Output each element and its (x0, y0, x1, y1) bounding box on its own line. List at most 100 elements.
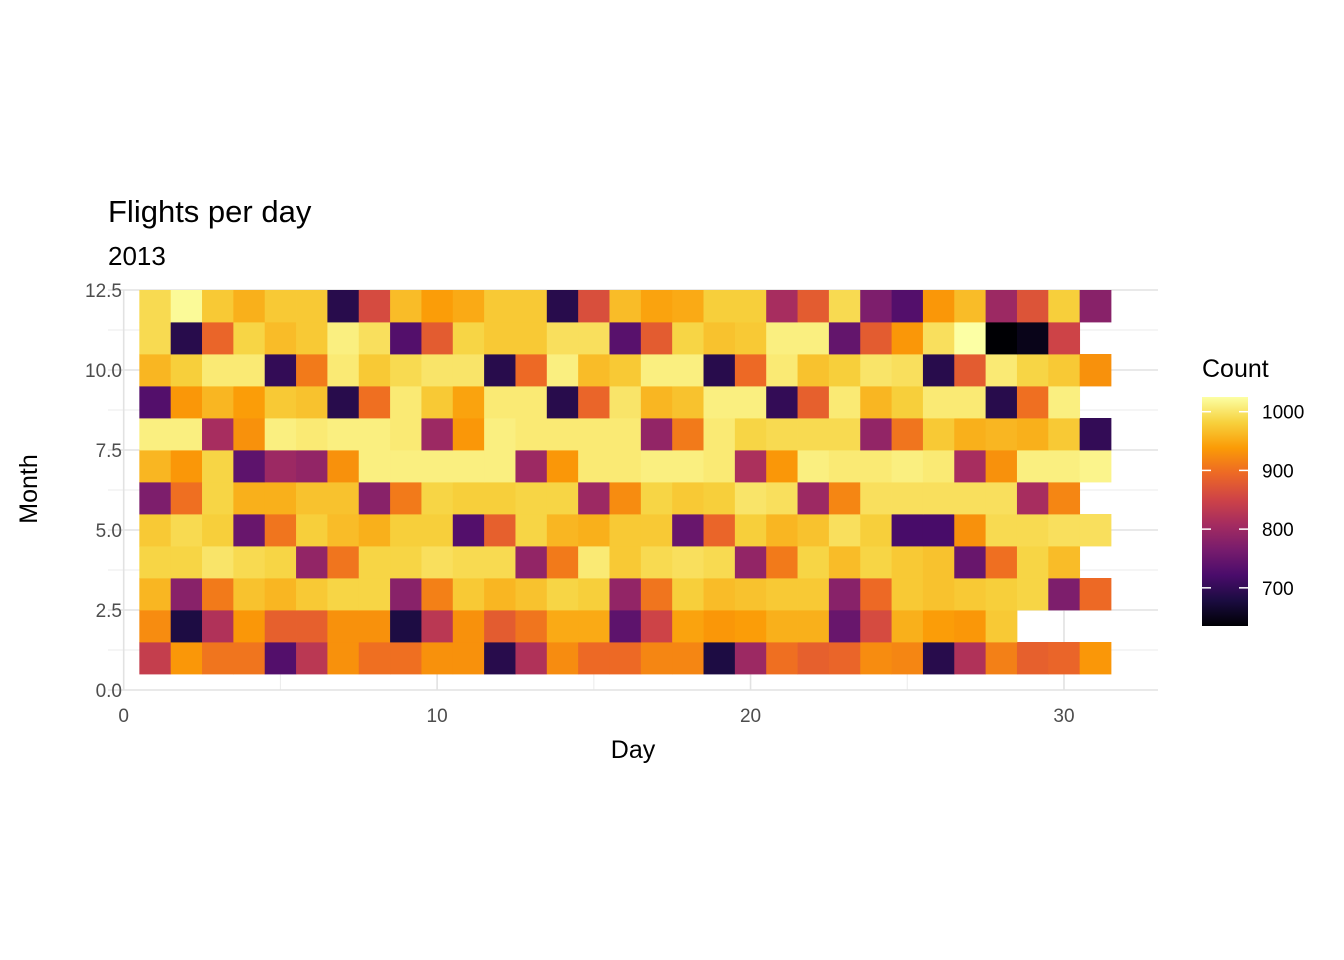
heatmap-cell (609, 482, 642, 515)
heatmap-cell (390, 642, 422, 675)
heatmap-cell (421, 386, 454, 419)
heatmap-cell (672, 514, 704, 547)
heatmap-cell (1016, 514, 1049, 547)
heatmap-cell (860, 290, 892, 323)
heatmap-cell (828, 514, 861, 547)
heatmap-cell (139, 546, 172, 579)
heatmap-cell (358, 546, 391, 579)
heatmap-cell (1079, 354, 1112, 387)
x-axis-ticks: 0 10 20 30 (118, 706, 1074, 727)
heatmap-cell (922, 482, 955, 515)
heatmap-cell (922, 418, 955, 451)
heatmap-cell (484, 642, 516, 675)
heatmap-cell (1048, 418, 1081, 451)
heatmap-cell (578, 450, 610, 483)
heatmap-cell (484, 610, 516, 643)
legend-title: Count (1202, 355, 1269, 383)
x-tick-label: 20 (740, 706, 761, 727)
heatmap-cell (797, 386, 830, 419)
heatmap-cell (296, 290, 328, 323)
heatmap-cell (170, 290, 203, 323)
heatmap-cell (734, 418, 767, 451)
heatmap-cell (797, 546, 830, 579)
heatmap-cell (139, 514, 172, 547)
y-tick-label: 5.0 (96, 521, 122, 542)
heatmap-cell (139, 610, 172, 643)
chart-title: Flights per day (108, 194, 312, 229)
heatmap-cell (640, 322, 673, 355)
heatmap-cell (703, 578, 736, 611)
heatmap-cell (421, 546, 454, 579)
heatmap-cell (264, 578, 297, 611)
heatmap-cell (264, 354, 297, 387)
heatmap-cell (922, 386, 955, 419)
heatmap-cell (484, 418, 516, 451)
heatmap-cell (766, 482, 798, 515)
heatmap-cell (954, 450, 987, 483)
heatmap-cell (515, 642, 548, 675)
heatmap-cell (1016, 482, 1049, 515)
heatmap-cell (609, 322, 642, 355)
heatmap-cell (390, 546, 422, 579)
heatmap-cell (828, 386, 861, 419)
heatmap-cell (578, 386, 610, 419)
heatmap-cell (421, 290, 454, 323)
heatmap-cell (797, 290, 830, 323)
heatmap-cell (139, 450, 172, 483)
heatmap-cell (734, 386, 767, 419)
heatmap-cell (327, 642, 360, 675)
heatmap-cell (233, 386, 266, 419)
heatmap-cell (202, 578, 234, 611)
heatmap-cell (703, 418, 736, 451)
heatmap-cell (1048, 290, 1081, 323)
heatmap-cell (421, 482, 454, 515)
y-tick-label: 0.0 (96, 681, 122, 702)
heatmap-cell (139, 322, 172, 355)
heatmap-cell (546, 642, 579, 675)
heatmap-cell (484, 354, 516, 387)
heatmap-cell (1079, 514, 1112, 547)
heatmap-cell (734, 354, 767, 387)
heatmap-cell (954, 386, 987, 419)
heatmap-cell (672, 546, 704, 579)
heatmap-cell (421, 354, 454, 387)
heatmap-cell (797, 418, 830, 451)
heatmap-cell (515, 482, 548, 515)
heatmap-cell (484, 450, 516, 483)
legend-tick-label: 800 (1262, 520, 1294, 541)
heatmap-cell (452, 386, 485, 419)
heatmap-cell (296, 642, 328, 675)
heatmap-cell (797, 514, 830, 547)
heatmap-cell (891, 546, 924, 579)
heatmap-cell (672, 610, 704, 643)
heatmap-cell (233, 610, 266, 643)
heatmap-cell (390, 322, 422, 355)
heatmap-cell (734, 482, 767, 515)
heatmap-cell (922, 450, 955, 483)
heatmap-cell (1048, 514, 1081, 547)
heatmap-cell (672, 386, 704, 419)
heatmap-cell (860, 354, 892, 387)
heatmap-cell (891, 514, 924, 547)
heatmap-cell (954, 642, 987, 675)
heatmap-cell (640, 386, 673, 419)
heatmap-cell (358, 514, 391, 547)
heatmap-cell (202, 386, 234, 419)
heatmap-cell (358, 482, 391, 515)
heatmap-cell (891, 610, 924, 643)
heatmap-cell (734, 514, 767, 547)
heatmap-cell (327, 546, 360, 579)
heatmap-cell (327, 610, 360, 643)
heatmap-cell (327, 578, 360, 611)
heatmap-cell (703, 290, 736, 323)
heatmap-cell (1016, 546, 1049, 579)
heatmap-cell (390, 482, 422, 515)
heatmap-cell (640, 546, 673, 579)
heatmap-cell (170, 482, 203, 515)
heatmap-cell (233, 482, 266, 515)
heatmap-cell (452, 354, 485, 387)
heatmap-cell (484, 290, 516, 323)
heatmap-cell (233, 354, 266, 387)
heatmap-cell (546, 322, 579, 355)
heatmap-cell (766, 354, 798, 387)
